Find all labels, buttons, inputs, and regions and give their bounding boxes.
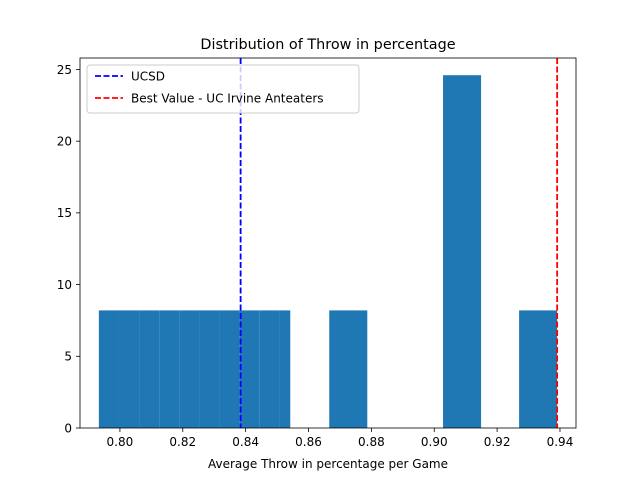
x-tick-label: 0.94 [547, 435, 574, 449]
histogram-bar-6 [219, 310, 240, 428]
y-tick-label: 25 [57, 63, 72, 77]
histogram-bar-2 [139, 310, 160, 428]
histogram-bar-4 [179, 310, 200, 428]
x-tick-label: 0.90 [421, 435, 448, 449]
histogram-bar-3 [159, 310, 180, 428]
y-tick-label: 10 [57, 278, 72, 292]
histogram-bar-12 [519, 310, 558, 428]
x-tick-label: 0.92 [484, 435, 511, 449]
histogram-bar-7 [239, 310, 260, 428]
axes-frame [79, 57, 577, 429]
reference-lines-layer [239, 58, 559, 428]
histogram-bar-5 [199, 310, 220, 428]
y-tick-label: 20 [57, 134, 72, 148]
x-tick-label: 0.80 [107, 435, 134, 449]
histogram-bar-9 [279, 310, 291, 428]
histogram-bar-10 [329, 310, 368, 428]
y-tick-label: 0 [64, 421, 72, 435]
legend-label-best-value: Best Value - UC Irvine Anteaters [131, 92, 324, 106]
x-tick-label: 0.82 [169, 435, 196, 449]
y-axis-ticks: 0 5 10 15 20 25 [57, 63, 80, 435]
histogram-bar-8 [259, 310, 280, 428]
histogram-bar-11 [443, 75, 482, 429]
histogram-bar-0 [98, 310, 119, 428]
legend-label-ucsd: UCSD [131, 70, 165, 84]
x-tick-label: 0.84 [232, 435, 259, 449]
x-axis-ticks: 0.80 0.82 0.84 0.86 0.88 0.90 0.92 0.94 [107, 428, 574, 449]
legend-box [86, 64, 360, 114]
y-tick-label: 15 [57, 206, 72, 220]
chart-title: Distribution of Throw in percentage [200, 37, 455, 53]
x-tick-label: 0.86 [295, 435, 322, 449]
legend: UCSD Best Value - UC Irvine Anteaters [86, 64, 360, 114]
x-tick-label: 0.88 [358, 435, 385, 449]
x-axis-label: Average Throw in percentage per Game [208, 457, 448, 471]
histogram-bar-1 [118, 310, 140, 428]
bars-layer [98, 75, 558, 429]
y-tick-label: 5 [64, 350, 72, 364]
